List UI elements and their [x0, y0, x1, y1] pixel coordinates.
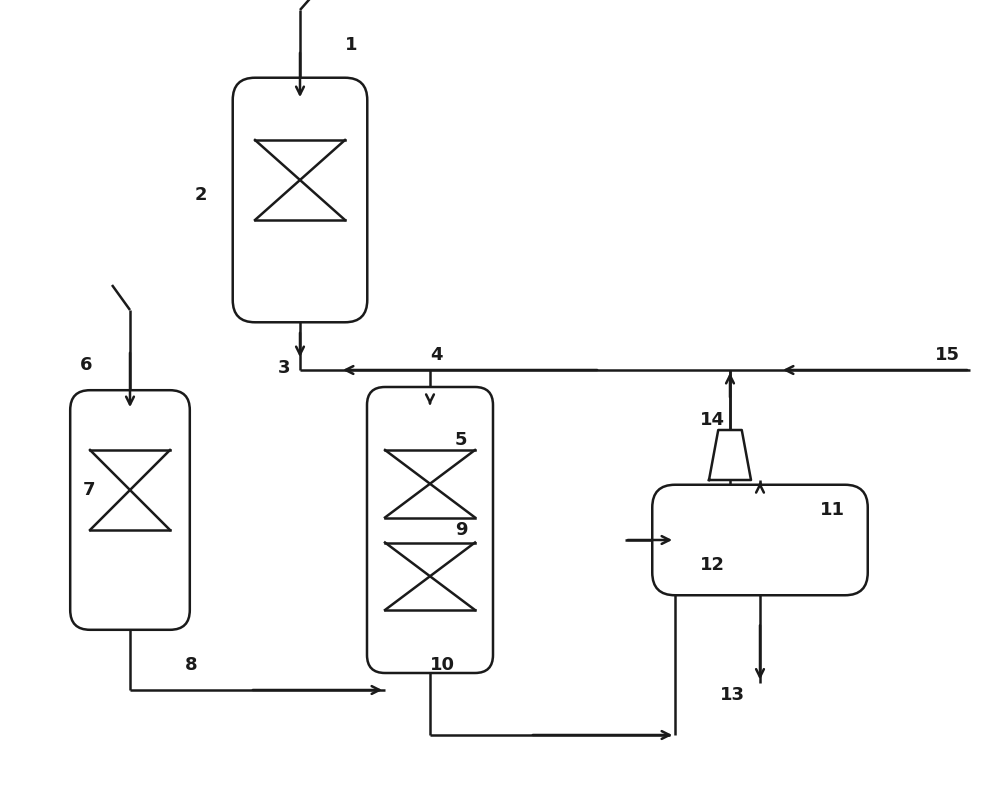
- FancyBboxPatch shape: [367, 387, 493, 673]
- Text: 6: 6: [80, 356, 92, 374]
- Text: 7: 7: [83, 481, 96, 499]
- Text: 12: 12: [700, 556, 725, 574]
- FancyBboxPatch shape: [70, 390, 190, 630]
- Text: 3: 3: [278, 359, 290, 377]
- Text: 10: 10: [430, 656, 455, 674]
- Text: 11: 11: [820, 501, 845, 519]
- Text: 15: 15: [935, 346, 960, 364]
- Text: 5: 5: [455, 431, 468, 449]
- Text: 4: 4: [430, 346, 442, 364]
- Text: 14: 14: [700, 411, 725, 429]
- Text: 9: 9: [455, 521, 468, 539]
- FancyBboxPatch shape: [233, 78, 367, 322]
- FancyBboxPatch shape: [652, 485, 868, 595]
- Polygon shape: [709, 430, 751, 480]
- Text: 2: 2: [195, 186, 208, 204]
- Text: 8: 8: [185, 656, 198, 674]
- Text: 1: 1: [345, 36, 358, 54]
- Text: 13: 13: [720, 686, 745, 704]
